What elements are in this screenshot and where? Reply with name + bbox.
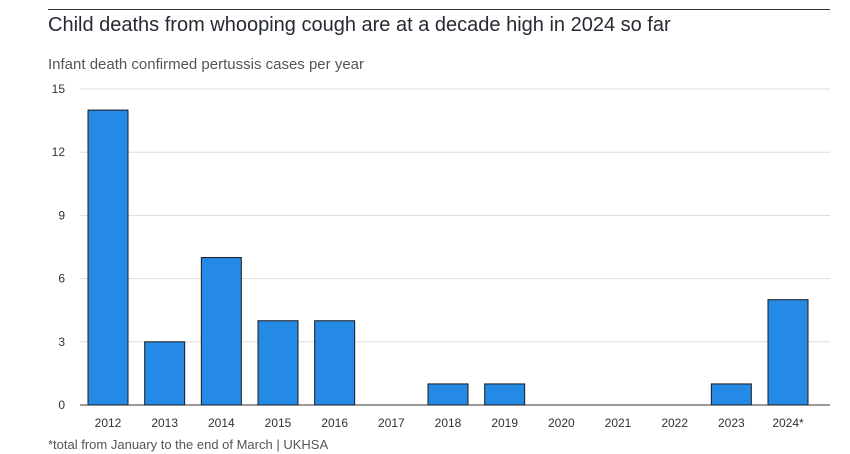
bar-2015 (257, 320, 299, 406)
x-tick-label: 2014 (208, 416, 235, 430)
x-tick-label: 2018 (435, 416, 462, 430)
bar-2018 (427, 383, 469, 406)
x-tick-label: 2023 (718, 416, 745, 430)
y-tick-labels: 0 3 6 9 12 15 (52, 82, 66, 412)
x-tick-label: 2013 (151, 416, 178, 430)
bar-2012 (87, 109, 129, 406)
y-tick-label: 15 (52, 82, 66, 96)
bar-2014 (200, 257, 242, 406)
x-tick-label: 2017 (378, 416, 405, 430)
top-rule (48, 9, 830, 10)
bar-2023 (710, 383, 752, 406)
chart-footnote: *total from January to the end of March … (48, 437, 329, 452)
y-tick-label: 12 (52, 145, 66, 159)
bar-2016 (314, 320, 356, 406)
bar-layer (87, 109, 809, 406)
x-tick-label: 2021 (605, 416, 632, 430)
x-tick-label: 2019 (491, 416, 518, 430)
x-tick-label: 2024* (772, 416, 804, 430)
bar-2024 (767, 299, 809, 406)
chart-title: Child deaths from whooping cough are at … (48, 14, 671, 36)
x-tick-label: 2016 (321, 416, 348, 430)
x-tick-label: 2012 (95, 416, 122, 430)
y-tick-label: 6 (58, 272, 65, 286)
y-tick-label: 9 (58, 208, 65, 222)
x-tick-label: 2015 (265, 416, 292, 430)
x-tick-label: 2020 (548, 416, 575, 430)
y-tick-label: 3 (58, 335, 65, 349)
x-tick-label: 2022 (661, 416, 688, 430)
grid-layer (80, 88, 830, 406)
x-tick-labels: 2012 2013 2014 2015 2016 2017 2018 2019 2020 2021… (95, 416, 804, 430)
chart-subtitle: Infant death confirmed pertussis cases p… (48, 56, 364, 73)
y-tick-label: 0 (58, 398, 65, 412)
bar-2019 (484, 383, 526, 406)
bar-2013 (144, 341, 186, 406)
